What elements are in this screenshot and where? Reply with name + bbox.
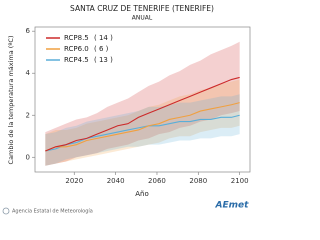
x-tick-label: 2080: [189, 177, 207, 185]
y-tick-label: 6: [26, 27, 31, 35]
x-tick-label: 2060: [148, 177, 166, 185]
series-line: [45, 114, 240, 152]
footer-icon: [2, 207, 10, 215]
chart: SANTA CRUZ DE TENERIFE (TENERIFE) ANUAL …: [2, 4, 251, 215]
uncertainty-band: [45, 79, 240, 166]
legend-count: ( 13 ): [94, 56, 113, 64]
y-axis-label: Cambio de la temperatura máxima (ºC): [7, 36, 15, 165]
series-line: [45, 102, 240, 152]
legend-label: RCP6.0: [64, 45, 89, 53]
logo: AEmet: [215, 201, 250, 211]
y-tick-label: 2: [26, 111, 30, 119]
footer: Agencia Estatal de Meteorología: [12, 208, 93, 215]
uncertainty-band: [45, 41, 240, 166]
y-tick-label: 4: [26, 69, 31, 77]
chart-title: SANTA CRUZ DE TENERIFE (TENERIFE): [70, 4, 214, 13]
x-tick-label: 2100: [231, 177, 249, 185]
legend-label: RCP4.5: [64, 56, 89, 64]
plot-area: [34, 26, 251, 173]
uncertainty-band: [45, 94, 240, 166]
legend-count: ( 14 ): [94, 34, 113, 42]
x-tick-label: 2020: [65, 177, 83, 185]
x-axis-label: Año: [135, 190, 149, 198]
chart-subtitle: ANUAL: [132, 15, 153, 22]
legend-count: ( 6 ): [94, 45, 109, 53]
x-tick-label: 2040: [107, 177, 125, 185]
y-tick-label: 0: [26, 153, 30, 161]
legend-label: RCP8.5: [64, 34, 89, 42]
series-line: [45, 76, 240, 152]
